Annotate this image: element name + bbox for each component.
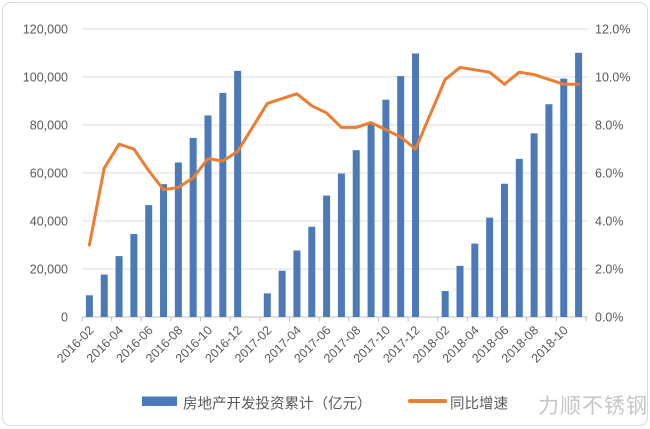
y-axis-right-label: 0.0% xyxy=(595,311,624,325)
bar-2018-11 xyxy=(575,52,583,317)
bar-2017-07 xyxy=(337,173,345,317)
bar-2018-10 xyxy=(560,78,568,318)
y-axis-left-label: 60,000 xyxy=(30,167,68,181)
bar-2016-06 xyxy=(145,205,153,317)
legend-bar-label: 房地产开发投资累计（亿元） xyxy=(183,396,372,413)
bar-2018-03 xyxy=(456,265,464,317)
bar-2016-04 xyxy=(115,256,123,317)
bar-2018-09 xyxy=(545,104,553,317)
bar-2016-12 xyxy=(234,70,242,317)
y-axis-left-label: 40,000 xyxy=(30,215,68,229)
bar-2017-03 xyxy=(278,270,286,317)
y-axis-right-label: 2.0% xyxy=(595,263,624,277)
bar-2016-11 xyxy=(219,92,227,317)
y-axis-right-labels: 0.0% 2.0% 4.0% 6.0% 8.0% 10.0% 12.0% xyxy=(595,23,630,325)
bar-2016-05 xyxy=(130,234,138,317)
y-axis-left-labels: 0 20,000 40,000 60,000 80,000 100,000 120,000 xyxy=(23,23,68,325)
bar-2017-06 xyxy=(323,195,331,317)
bar-2016-07 xyxy=(160,184,168,317)
y-axis-left-label: 120,000 xyxy=(23,23,68,37)
y-axis-right-label: 10.0% xyxy=(595,71,630,85)
bar-2016-02 xyxy=(85,295,93,317)
bar-2016-10 xyxy=(204,115,212,318)
growth-line-series xyxy=(87,65,581,247)
y-axis-left-label: 100,000 xyxy=(23,71,68,85)
bar-2017-04 xyxy=(293,250,301,317)
x-axis-ticks xyxy=(81,317,587,322)
legend-line-label: 同比增速 xyxy=(450,396,508,413)
bar-2018-05 xyxy=(486,217,494,317)
bar-2018-07 xyxy=(515,158,523,317)
y-axis-left-label: 0 xyxy=(61,311,68,325)
bar-2018-06 xyxy=(500,183,508,317)
y-axis-right-label: 12.0% xyxy=(595,23,630,37)
bar-2016-09 xyxy=(189,137,197,317)
watermark: 力顺不锈钢 xyxy=(538,395,648,418)
bar-2017-05 xyxy=(308,226,316,317)
bar-2018-08 xyxy=(530,133,538,317)
bar-2018-04 xyxy=(471,243,479,317)
bar-2017-11 xyxy=(397,76,405,317)
bar-2017-09 xyxy=(367,123,375,317)
bar-2017-08 xyxy=(352,150,360,317)
investment-bar-series xyxy=(85,52,583,318)
y-axis-left-label: 20,000 xyxy=(30,263,68,277)
bar-2017-02 xyxy=(263,293,271,317)
bar-2017-12 xyxy=(412,53,420,318)
y-axis-left-label: 80,000 xyxy=(30,119,68,133)
legend: 房地产开发投资累计（亿元） 同比增速 xyxy=(142,396,508,413)
bar-2017-10 xyxy=(382,99,390,317)
bar-2016-03 xyxy=(100,274,108,317)
bar-2018-02 xyxy=(441,291,449,317)
y-axis-right-label: 8.0% xyxy=(595,119,624,133)
y-axis-right-label: 4.0% xyxy=(595,215,624,229)
legend-bar-swatch xyxy=(142,396,177,406)
bar-2016-08 xyxy=(174,162,182,317)
y-axis-right-label: 6.0% xyxy=(595,167,624,181)
